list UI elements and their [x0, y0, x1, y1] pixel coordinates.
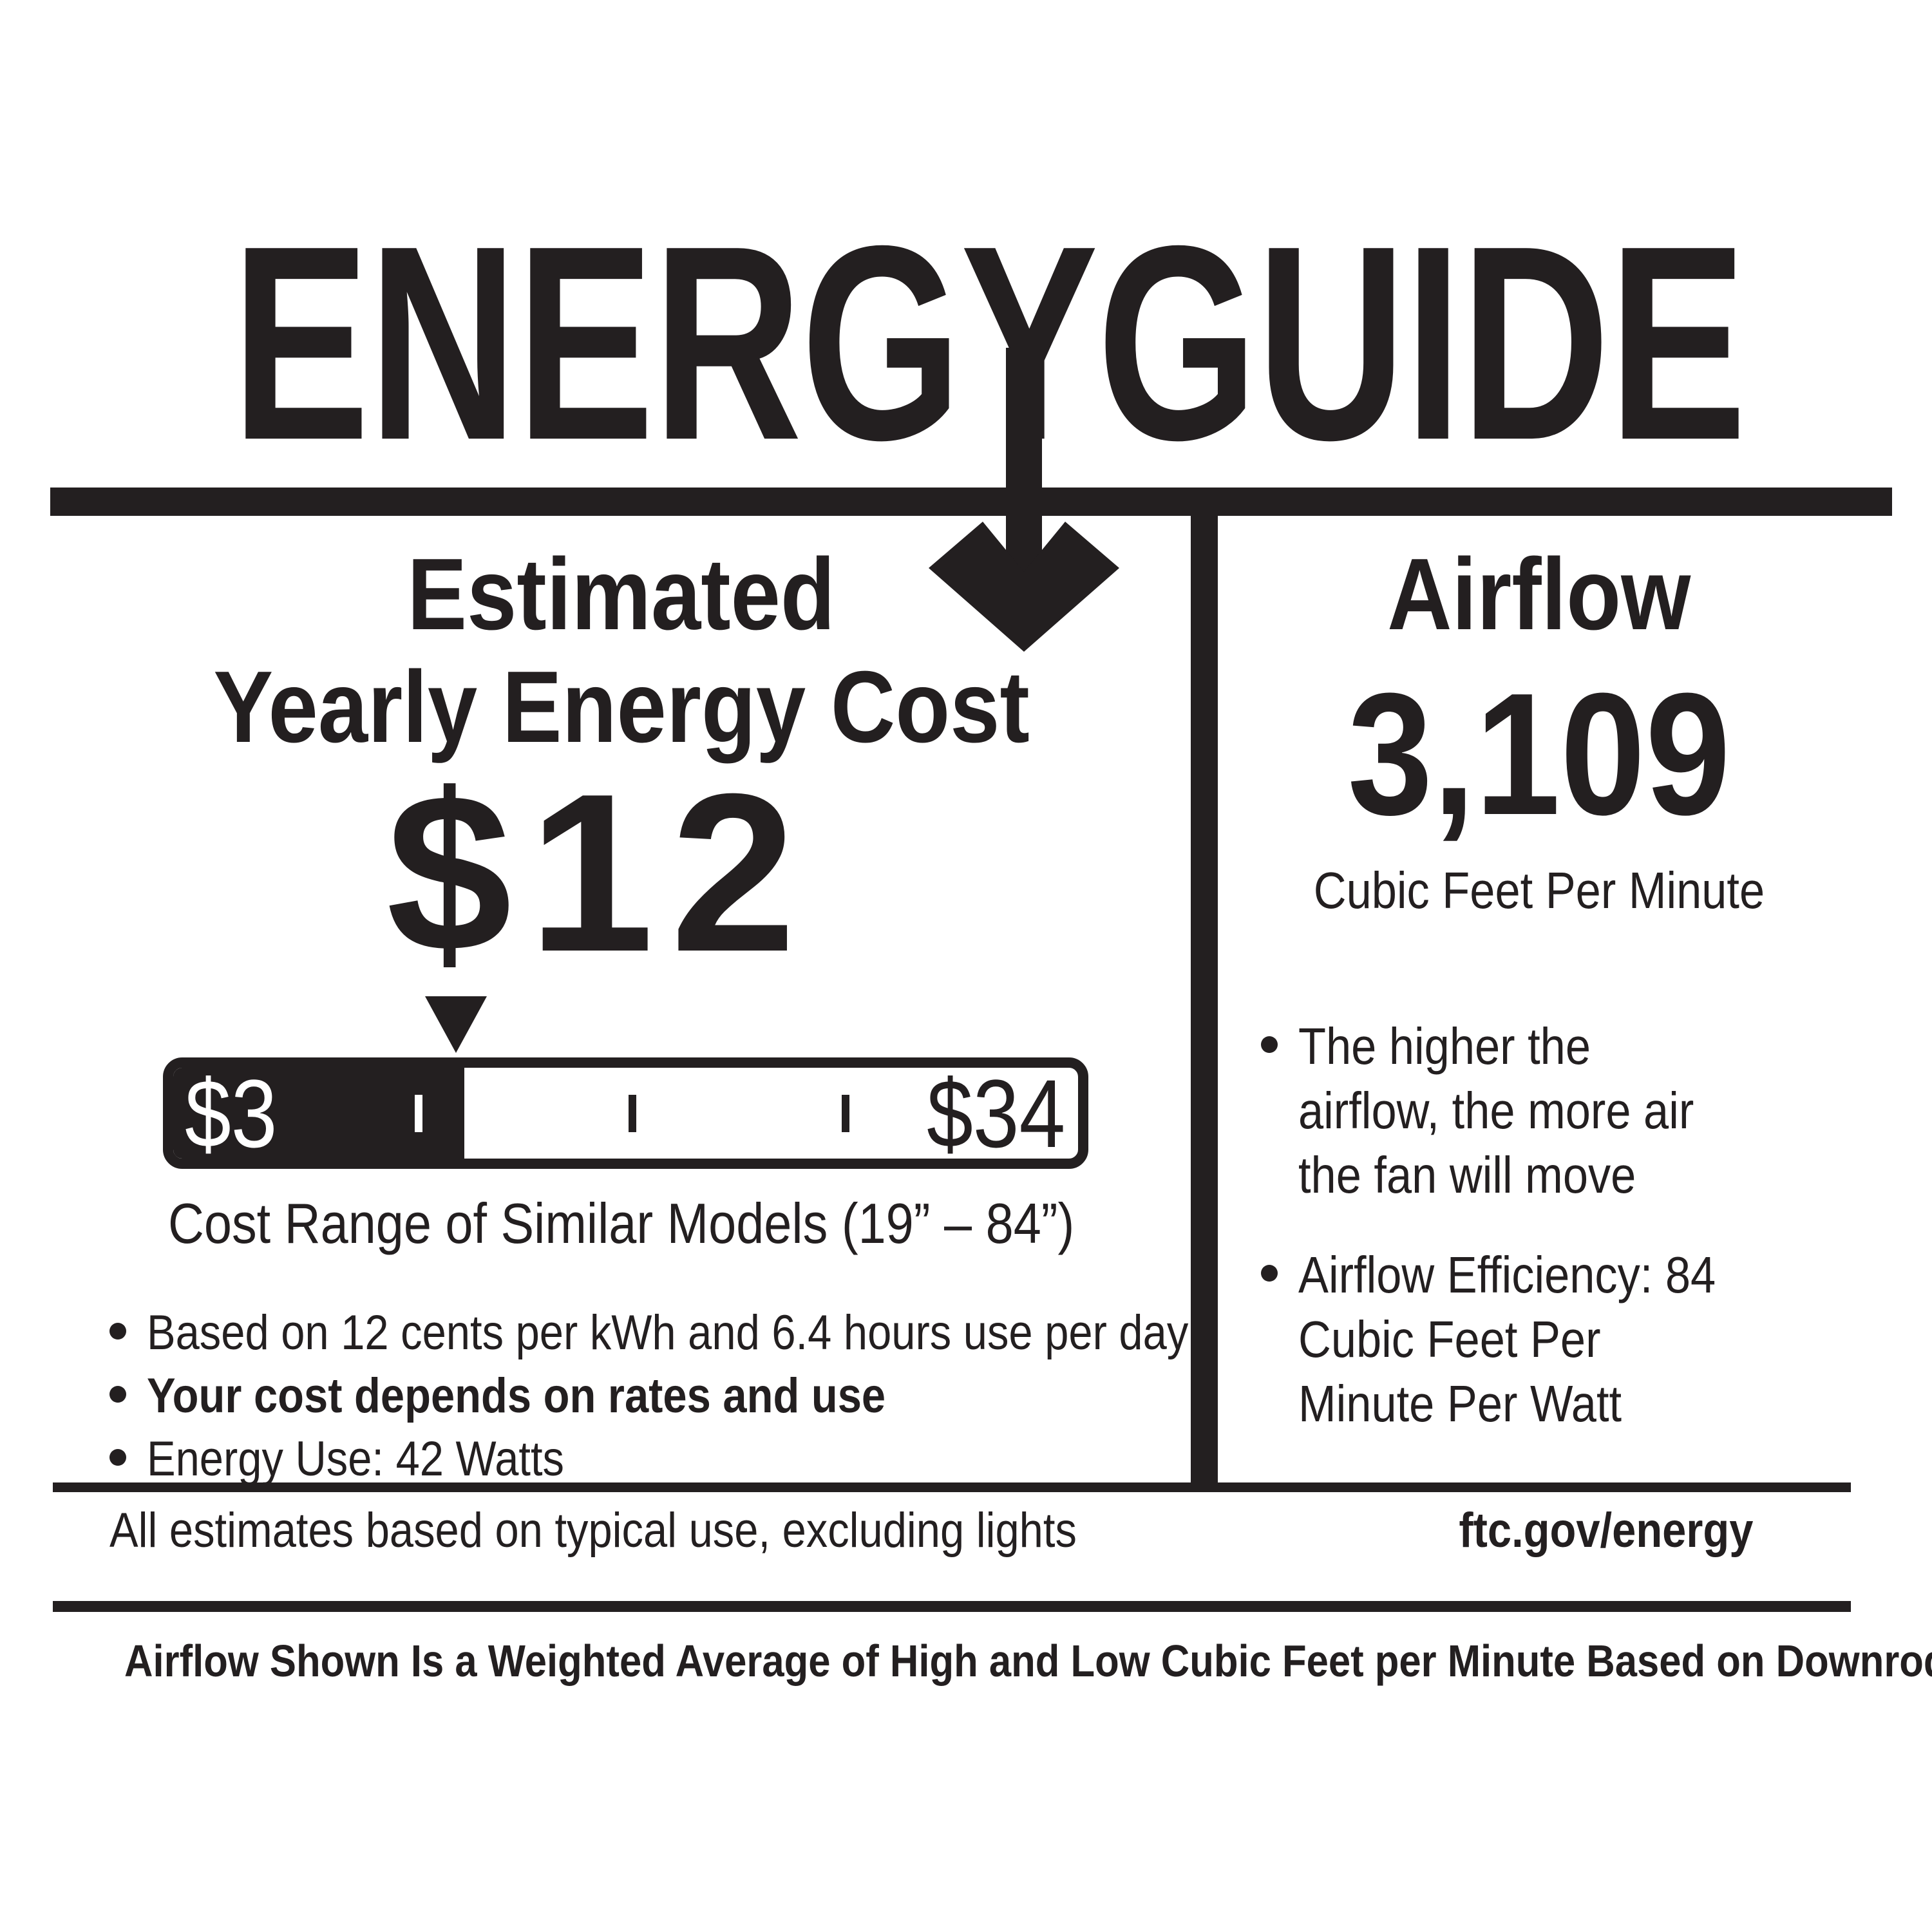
list-item: Energy Use: 42 Watts: [109, 1435, 1191, 1484]
footer-note: All estimates based on typical use, excl…: [109, 1503, 1077, 1558]
airflow-heading: Airflow: [1387, 538, 1691, 651]
cost-range-caption: Cost Range of Similar Models (19” – 84”): [168, 1191, 1075, 1255]
right-bullet-list: The higher the airflow, the more air the…: [1261, 1014, 1776, 1472]
list-item: Airflow Efficiency: 84 Cubic Feet Per Mi…: [1261, 1243, 1776, 1436]
airflow-value: 3,109: [1347, 658, 1731, 851]
list-item: The higher the airflow, the more air the…: [1261, 1014, 1776, 1208]
bullet-icon: [109, 1323, 126, 1340]
header-rule: [50, 488, 1892, 516]
list-item: Based on 12 cents per kWh and 6.4 hours …: [109, 1309, 1191, 1358]
bottom-note: Airflow Shown Is a Weighted Average of H…: [124, 1636, 1932, 1686]
footer-rule-bottom: [53, 1601, 1851, 1612]
page-title: ENERGYGUIDE: [231, 188, 1747, 498]
footer-rule-top: [53, 1482, 1851, 1492]
airflow-unit: Cubic Feet Per Minute: [1313, 862, 1765, 919]
scale-tick: [842, 1094, 850, 1132]
bullet-icon: [109, 1449, 126, 1466]
scale-tick: [415, 1094, 423, 1132]
left-bullet-list: Based on 12 cents per kWh and 6.4 hours …: [109, 1309, 1191, 1498]
bullet-icon: [109, 1386, 126, 1403]
ftc-website: ftc.gov/energy: [1458, 1503, 1753, 1558]
list-item: Your cost depends on rates and use: [109, 1372, 1191, 1421]
panel-divider: [1191, 515, 1218, 1483]
cost-range-scale: $3 $34: [163, 1057, 1088, 1169]
down-arrow-icon: [929, 348, 1119, 652]
estimated-yearly-cost-value: $12: [386, 747, 813, 999]
scale-max-label: $34: [926, 1059, 1065, 1168]
scale-tick: [628, 1094, 636, 1132]
cost-marker-icon: [425, 996, 487, 1053]
left-heading-line2: Yearly Energy Cost: [213, 650, 1030, 764]
scale-min-label: $3: [185, 1059, 278, 1168]
left-heading-line1: Estimated: [407, 538, 836, 651]
bullet-icon: [1261, 1265, 1278, 1282]
bullet-icon: [1261, 1036, 1278, 1053]
